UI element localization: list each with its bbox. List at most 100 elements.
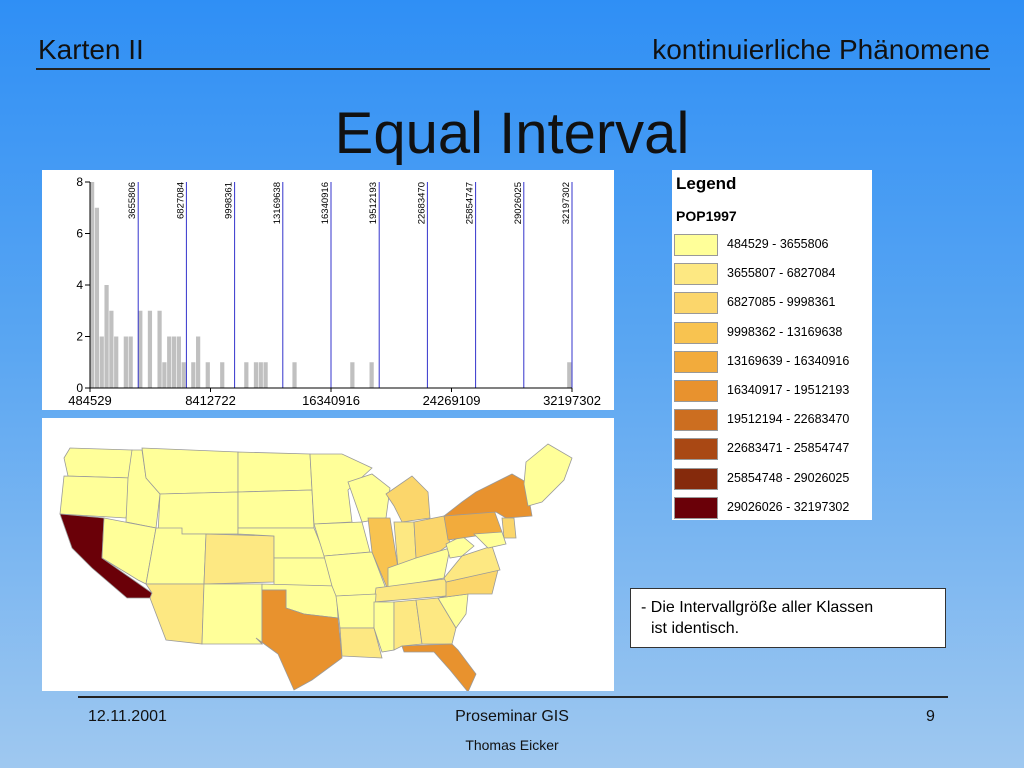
histogram-bar [167,336,172,388]
header-right: kontinuierliche Phänomene [652,34,990,65]
y-tick-label: 0 [76,381,83,395]
state-new-york [442,473,533,519]
state-virginia [443,545,501,583]
class-break-label: 29026025 [513,182,524,224]
class-break-label: 22683470 [416,182,427,224]
legend-item: 6827085 - 9998361 [674,292,870,316]
state-nevada [101,517,157,585]
state-maryland [473,531,507,549]
choropleth-map [42,418,614,693]
class-break-label: 9998361 [224,182,235,219]
legend-swatch [674,467,718,490]
state-utah [145,527,207,585]
y-tick-label: 6 [76,227,83,241]
histogram-bar [90,182,95,388]
histogram-bar [258,362,263,388]
histogram-bar [220,362,225,388]
histogram-bar [94,207,100,388]
legend-item: 19512194 - 22683470 [674,409,870,433]
histogram-bar [196,336,201,388]
legend-item: 25854748 - 29026025 [674,467,870,492]
legend-swatch [674,438,718,461]
histogram-bar [128,336,133,388]
state-alabama [393,599,423,651]
note-line-2: ist identisch. [651,620,740,637]
histogram-bar [138,310,143,388]
footer-divider [78,696,948,698]
footer-author: Thomas Eicker [465,737,559,753]
state-new-mexico [201,583,263,645]
x-tick-label: 32197302 [543,393,601,408]
class-break-label: 3655806 [127,182,138,219]
legend-title: Legend [676,174,737,193]
legend-swatch [674,496,718,519]
x-tick-label: 16340916 [302,393,360,408]
legend-item: 16340917 - 19512193 [674,380,870,404]
legend-swatch [674,409,718,432]
legend-swatch [674,263,718,286]
state-iowa [313,521,371,557]
legend-item: 3655807 - 6827084 [674,263,870,287]
legend-label: 484529 - 3655806 [727,237,829,251]
class-break-label: 16340916 [320,182,331,224]
histogram-bar [123,336,128,388]
legend-field: POP1997 [676,208,737,224]
state-arkansas [335,593,377,629]
histogram-bar [244,362,249,388]
state-north-dakota [237,451,313,493]
histogram-bar [350,362,355,388]
state-minnesota [309,453,373,525]
legend-label: 13169639 - 16340916 [727,353,850,368]
histogram-bar [114,336,119,388]
state-oregon [59,475,133,519]
legend-item: 29026026 - 32197302 [674,496,870,521]
legend-swatch [674,292,718,315]
histogram-panel: 3655806 6827084 9998361 13169638 16340916 195… [42,170,614,410]
state-arizona [145,583,205,645]
legend-swatch [674,380,718,402]
state-kansas [273,557,333,587]
legend-label: 6827085 - 9998361 [727,295,836,310]
legend-swatch [674,321,718,344]
histogram-bar [176,336,181,388]
header-divider [36,68,990,70]
legend-label: 3655807 - 6827084 [727,266,836,281]
legend-label: 19512194 - 22683470 [727,412,850,427]
legend-item: 13169639 - 16340916 [674,350,870,375]
state-wisconsin [347,473,391,523]
histogram-bar [205,362,210,388]
state-south-dakota [237,489,315,529]
legend-item: 9998362 - 13169638 [674,321,870,346]
state-georgia [415,597,457,645]
histogram-bar [162,362,167,388]
histogram-chart: 3655806 6827084 9998361 13169638 16340916 195… [68,175,601,408]
y-tick-label: 8 [76,175,83,189]
legend-item: 484529 - 3655806 [674,234,870,258]
state-michigan [385,475,431,523]
state-kentucky [387,547,451,589]
histogram-bar [104,285,109,388]
legend-label: 29026026 - 32197302 [727,499,850,514]
legend-label: 16340917 - 19512193 [727,383,850,397]
legend-label: 25854748 - 29026025 [727,470,850,485]
state-louisiana [339,627,383,659]
histogram-bar [171,336,177,388]
histogram-bar [181,362,186,388]
histogram-bar [253,362,259,388]
state-florida [401,643,477,693]
y-tick-label: 2 [76,330,83,344]
legend-item: 22683471 - 25854747 [674,438,870,462]
state-texas [255,589,343,691]
x-tick-label: 484529 [68,393,111,408]
x-tick-label: 8412722 [185,393,236,408]
legend-label: 9998362 - 13169638 [727,324,843,339]
class-break-label: 19512193 [368,182,379,224]
state-new-jersey [501,517,517,539]
histogram-bar [369,362,374,388]
footer-page-number: 9 [926,708,935,725]
us-map [59,443,573,693]
legend-swatch [674,234,718,256]
histogram-bar [191,362,196,388]
histogram-bar [109,310,114,388]
histogram-bar [567,362,572,388]
